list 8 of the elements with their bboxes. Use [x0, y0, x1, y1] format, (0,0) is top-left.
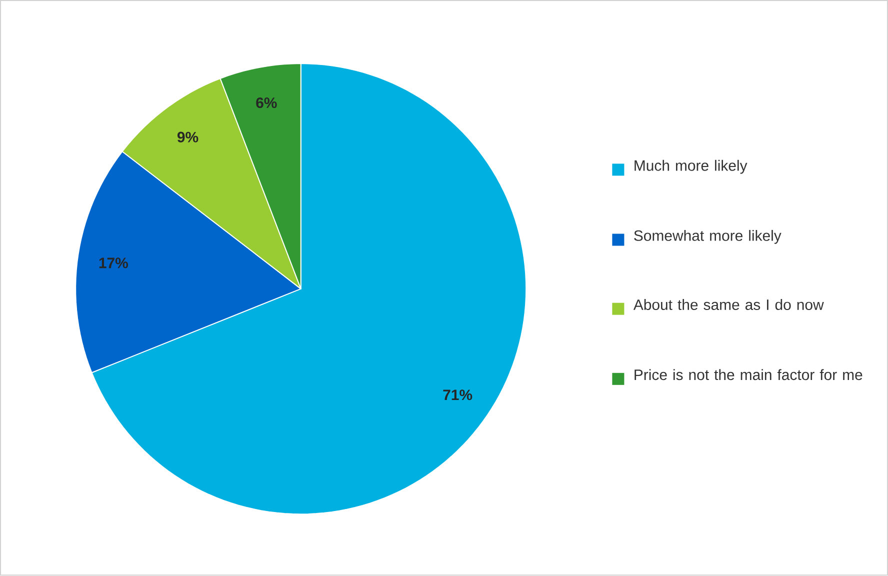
- data-label: 71%: [443, 390, 472, 400]
- legend-label: Somewhat more likely: [634, 230, 782, 244]
- data-label: 9%: [177, 132, 198, 143]
- legend-label: About the same as I do now: [633, 299, 824, 310]
- legend-label: Much more likely: [634, 160, 748, 174]
- data-label: 17%: [99, 258, 128, 268]
- data-label: 6%: [256, 98, 277, 108]
- legend-label: Price is not the main factor for me: [634, 369, 862, 380]
